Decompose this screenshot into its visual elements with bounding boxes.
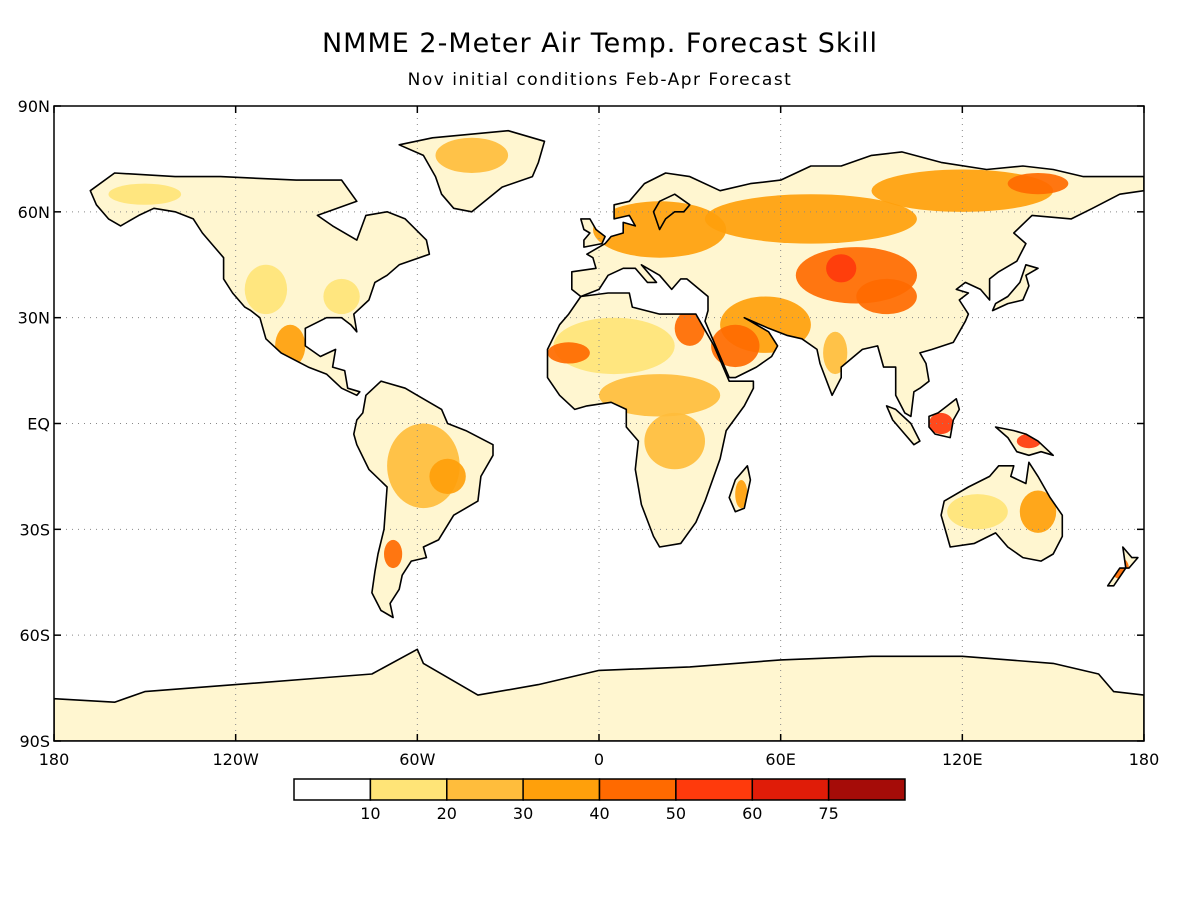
colorbar-bin-6 <box>751 778 830 801</box>
lon-tick-label: 0 <box>594 750 604 769</box>
lat-tick-label: EQ <box>27 415 50 434</box>
lon-tick-label: 180 <box>1129 750 1160 769</box>
skill-region-20 <box>429 458 466 494</box>
skill-region-22 <box>929 363 966 399</box>
skill-region-9 <box>674 310 705 346</box>
colorbar-label: 30 <box>513 804 533 823</box>
skill-region-30 <box>823 331 848 375</box>
lat-tick-label: 30N <box>18 309 50 328</box>
coastline-antarctica <box>54 648 1144 741</box>
coastline-britain <box>579 218 606 248</box>
colorbar: 10 20 30 40 50 60 75 <box>293 778 906 823</box>
skill-region-25 <box>1019 490 1057 533</box>
skill-region-29 <box>57 183 82 198</box>
landmass-antarctica <box>54 649 1144 741</box>
skill-region-5 <box>826 254 857 283</box>
lat-tick-label: 60S <box>19 626 50 645</box>
skill-region-13 <box>644 412 705 470</box>
colorbar-label: 10 <box>360 804 380 823</box>
coastline-japan <box>991 263 1039 312</box>
coastline-new-zealand <box>1106 546 1139 587</box>
skill-region-17 <box>323 278 360 315</box>
coastline-australia <box>940 461 1064 562</box>
colorbar-label: 20 <box>437 804 457 823</box>
colorbar-bin-0 <box>293 778 372 801</box>
colorbar-label: 75 <box>818 804 838 823</box>
lat-tick-label: 90S <box>19 732 50 751</box>
map-subtitle: Nov initial conditions Feb-Apr Forecast <box>407 70 793 90</box>
lat-tick-label: 60N <box>18 203 50 222</box>
skill-region-6 <box>856 278 917 315</box>
skill-region-16 <box>244 264 288 315</box>
coastline-new-guinea <box>994 426 1054 457</box>
colorbar-bin-3 <box>522 778 601 801</box>
skill-region-26 <box>947 494 1008 530</box>
colorbar-label: 50 <box>666 804 686 823</box>
skill-region-23 <box>929 412 954 435</box>
skill-region-11 <box>547 342 590 364</box>
lon-tick-label: 60W <box>399 750 435 769</box>
skill-region-15 <box>108 183 182 205</box>
coastline-south-america <box>352 380 494 619</box>
lat-tick-label: 30S <box>19 520 50 539</box>
land-shading-layer <box>54 130 1144 741</box>
colorbar-label: 60 <box>742 804 762 823</box>
colorbar-bin-5 <box>675 778 754 801</box>
skill-region-12 <box>599 374 721 417</box>
colorbar-bin-2 <box>446 778 524 801</box>
coastline-borneo <box>928 397 961 439</box>
coastline-sumatra <box>885 405 921 446</box>
landmass-sumatra <box>886 405 920 445</box>
coastline-scandinavia-notch <box>652 193 691 231</box>
skill-region-1 <box>704 194 917 244</box>
colorbar-bin-7 <box>827 778 906 801</box>
lat-tick-label: 90N <box>18 97 50 116</box>
lon-tick-label: 120W <box>212 750 259 769</box>
skill-region-8 <box>711 324 760 368</box>
colorbar-label: 40 <box>589 804 609 823</box>
colorbar-bin-4 <box>598 778 677 801</box>
skill-region-18 <box>275 324 306 368</box>
coastline-greenland <box>398 129 546 213</box>
map-title: NMME 2-Meter Air Temp. Forecast Skill <box>321 28 879 59</box>
coastline-eurasia <box>570 151 1144 418</box>
coastline-africa <box>546 292 755 548</box>
coastline-madagascar <box>728 464 752 513</box>
skill-region-14 <box>435 137 509 173</box>
lon-tick-label: 60E <box>765 750 795 769</box>
coastlines <box>54 129 1144 741</box>
skill-region-21 <box>384 539 403 569</box>
colorbar-bin-1 <box>369 778 448 801</box>
skill-region-28 <box>735 480 748 509</box>
skill-shading-layer <box>57 137 1129 579</box>
lon-tick-label: 120E <box>942 750 983 769</box>
coastline-north-america <box>89 172 431 397</box>
skill-region-3 <box>1007 173 1069 195</box>
lon-tick-label: 180 <box>39 750 70 769</box>
